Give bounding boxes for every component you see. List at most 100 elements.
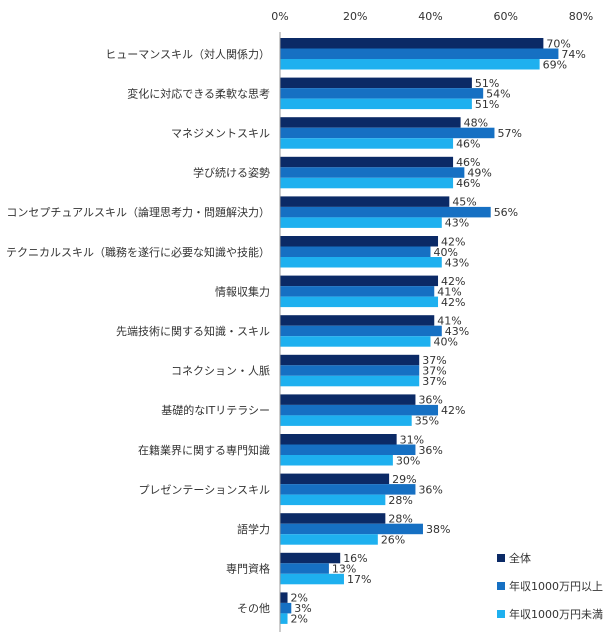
data-label: 36%: [418, 394, 442, 407]
bar-1: [280, 117, 461, 128]
bar-3: [280, 613, 288, 624]
bar-3: [280, 59, 540, 70]
bar-2: [280, 127, 495, 139]
data-label: 46%: [456, 156, 480, 169]
bar-3: [280, 296, 439, 308]
data-label: 29%: [392, 473, 416, 486]
data-label: 26%: [381, 533, 405, 546]
data-label: 37%: [422, 365, 446, 378]
data-label: 43%: [445, 217, 469, 230]
data-label: 69%: [543, 58, 567, 71]
category-label: ヒューマンスキル（対人関係力）: [105, 47, 270, 61]
data-label: 74%: [561, 48, 585, 61]
category-label: テクニカルスキル（職務を遂行に必要な知識や技能）: [6, 245, 270, 259]
bar-2: [280, 563, 329, 574]
data-label: 42%: [441, 275, 465, 288]
bar-2: [280, 484, 416, 495]
bar-3: [280, 257, 442, 268]
data-label: 42%: [441, 235, 465, 248]
category-label: 先端技術に関する知識・スキル: [116, 324, 270, 338]
category-label: マネジメントスキル: [171, 127, 270, 140]
legend-swatch: [497, 554, 505, 562]
data-label: 37%: [422, 354, 446, 367]
bar-1: [280, 394, 416, 405]
data-label: 38%: [426, 523, 450, 536]
data-label: 46%: [456, 137, 480, 150]
bar-2: [280, 325, 442, 337]
bar-2: [280, 206, 491, 218]
data-label: 40%: [434, 335, 458, 348]
category-label: コネクション・人脈: [171, 364, 270, 378]
bar-1: [280, 552, 341, 564]
data-label: 40%: [434, 246, 458, 259]
bar-1: [280, 354, 420, 366]
data-label: 56%: [494, 206, 518, 219]
category-label: 変化に対応できる柔軟な思考: [127, 86, 270, 100]
data-label: 30%: [396, 454, 420, 467]
category-label: プレゼンテーションスキル: [138, 483, 270, 496]
x-tick-label: 40%: [418, 10, 442, 23]
data-label: 13%: [332, 563, 356, 576]
data-label: 43%: [445, 256, 469, 269]
data-label: 46%: [456, 177, 480, 190]
bar-2: [280, 404, 439, 416]
data-label: 36%: [418, 483, 442, 496]
data-label: 51%: [475, 98, 499, 111]
data-label: 41%: [437, 314, 461, 327]
bar-1: [280, 156, 454, 168]
category-label: コンセプチュアルスキル（論理思考力・問題解決力）: [6, 205, 270, 219]
bar-2: [280, 523, 423, 535]
data-label: 28%: [388, 512, 412, 525]
data-label: 51%: [475, 77, 499, 90]
category-label: 専門資格: [226, 562, 270, 576]
category-label: 語学力: [237, 522, 270, 536]
x-tick-label: 20%: [343, 10, 367, 23]
data-label: 2%: [291, 592, 308, 605]
data-label: 17%: [347, 573, 371, 586]
data-label: 31%: [400, 433, 424, 446]
bar-2: [280, 286, 435, 297]
bar-2: [280, 88, 484, 99]
bar-1: [280, 38, 544, 49]
bar-3: [280, 534, 378, 545]
data-label: 2%: [291, 613, 308, 626]
data-label: 45%: [452, 196, 476, 209]
bar-2: [280, 602, 292, 614]
bar-1: [280, 473, 390, 485]
data-label: 35%: [415, 415, 439, 428]
bar-3: [280, 98, 472, 110]
data-label: 16%: [343, 552, 367, 565]
bar-3: [280, 375, 420, 387]
legend-label: 年収1000万円以上: [509, 579, 603, 593]
bar-3: [280, 177, 454, 189]
legend-swatch: [497, 582, 505, 590]
bar-2: [280, 48, 559, 59]
bar-3: [280, 138, 454, 149]
x-tick-label: 0%: [271, 10, 288, 23]
data-label: 43%: [445, 325, 469, 338]
legend-swatch: [497, 610, 505, 618]
legend-label: 年収1000万円未満: [509, 607, 603, 621]
bar-1: [280, 592, 288, 603]
data-label: 49%: [467, 167, 491, 180]
category-label: 学び続ける姿勢: [193, 166, 270, 180]
data-label: 3%: [294, 602, 311, 615]
bar-1: [280, 434, 397, 445]
bar-3: [280, 494, 386, 506]
data-label: 70%: [546, 37, 570, 50]
data-label: 42%: [441, 296, 465, 309]
category-label: 在籍業界に関する専門知識: [138, 443, 270, 457]
data-label: 28%: [388, 494, 412, 507]
data-label: 48%: [464, 116, 488, 129]
bar-1: [280, 236, 439, 247]
data-label: 37%: [422, 375, 446, 388]
legend-label: 全体: [509, 551, 531, 565]
bar-1: [280, 275, 439, 287]
category-label: 基礎的なITリテラシー: [161, 403, 270, 417]
bar-1: [280, 315, 435, 326]
bar-1: [280, 513, 386, 524]
bar-2: [280, 444, 416, 455]
bar-3: [280, 217, 442, 228]
